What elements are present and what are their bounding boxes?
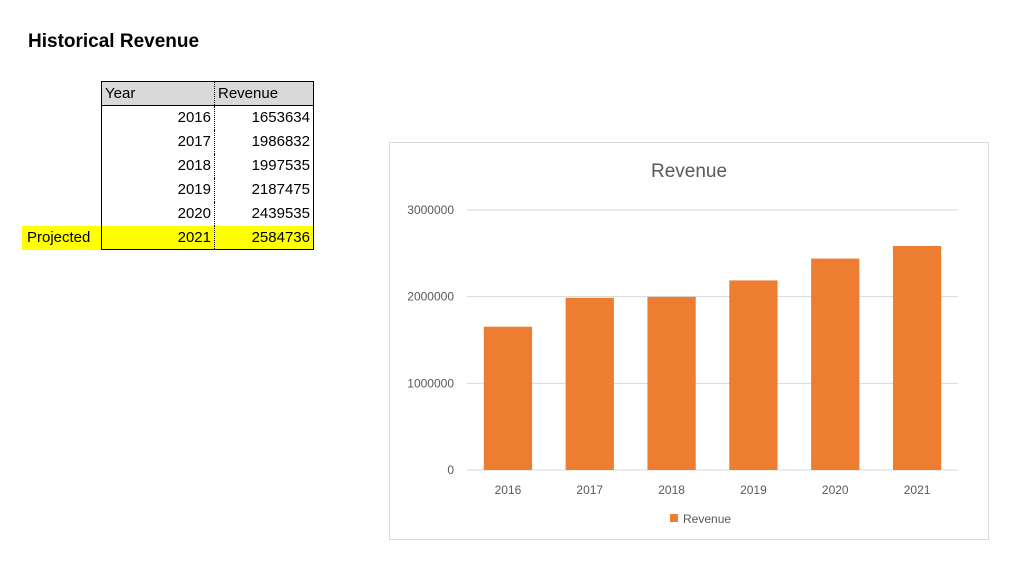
legend-label: Revenue bbox=[683, 512, 731, 526]
table-row: 2018 1997535 bbox=[101, 153, 314, 178]
legend: Revenue bbox=[670, 512, 731, 526]
cell-revenue[interactable]: 2439535 bbox=[251, 205, 310, 222]
bar-2016[interactable] bbox=[483, 326, 533, 470]
table-header-row: Year Revenue bbox=[101, 81, 314, 106]
bar-series bbox=[483, 245, 942, 470]
page-title: Historical Revenue bbox=[28, 31, 200, 52]
revenue-chart[interactable]: Revenue 0 1000000 2000000 3000000 2016 2017 2… bbox=[389, 142, 989, 540]
y-tick-label: 3000000 bbox=[407, 203, 454, 217]
cell-year[interactable]: 2018 bbox=[101, 153, 215, 178]
x-tick-label: 2021 bbox=[904, 483, 931, 497]
chart-title: Revenue bbox=[651, 161, 727, 182]
cell-revenue[interactable]: 1653634 bbox=[251, 109, 310, 127]
table-row: 2016 1653634 bbox=[101, 105, 314, 130]
y-tick-label: 1000000 bbox=[407, 376, 454, 390]
header-revenue[interactable]: Revenue bbox=[214, 81, 314, 106]
cell-revenue[interactable]: 1997535 bbox=[251, 157, 310, 174]
table-row-projected: 2021 2584736 bbox=[101, 225, 314, 250]
table-row: 2020 2439535 bbox=[101, 201, 314, 226]
x-tick-label: 2020 bbox=[822, 483, 849, 497]
x-tick-label: 2019 bbox=[740, 483, 767, 497]
cell-revenue[interactable]: 2187475 bbox=[251, 181, 310, 198]
revenue-table: Year Revenue 2016 1653634 2017 1986832 2… bbox=[101, 81, 314, 250]
cell-year[interactable]: 2017 bbox=[101, 129, 215, 154]
y-tick-label: 2000000 bbox=[407, 290, 454, 304]
table-row: 2017 1986832 bbox=[101, 129, 314, 154]
bar-2018[interactable] bbox=[647, 296, 696, 470]
x-tick-label: 2016 bbox=[495, 483, 522, 497]
x-tick-label: 2017 bbox=[576, 483, 603, 497]
x-tick-label: 2018 bbox=[658, 483, 685, 497]
y-tick-label: 0 bbox=[447, 463, 454, 477]
cell-revenue[interactable]: 1986832 bbox=[251, 133, 310, 150]
bar-2020[interactable] bbox=[811, 258, 860, 470]
cell-year[interactable]: 2016 bbox=[101, 105, 215, 130]
cell-year[interactable]: 2019 bbox=[101, 177, 215, 202]
bar-2017[interactable] bbox=[565, 297, 614, 470]
projected-label: Projected bbox=[22, 226, 101, 250]
gridlines bbox=[467, 209, 958, 471]
y-axis: 0 1000000 2000000 3000000 bbox=[407, 203, 454, 477]
bar-2021[interactable] bbox=[892, 245, 942, 470]
table-row: 2019 2187475 bbox=[101, 177, 314, 202]
x-axis: 2016 2017 2018 2019 2020 2021 bbox=[495, 483, 931, 497]
bar-2019[interactable] bbox=[729, 280, 778, 470]
cell-year[interactable]: 2020 bbox=[101, 201, 215, 226]
legend-swatch bbox=[670, 514, 678, 522]
cell-revenue[interactable]: 2584736 bbox=[214, 225, 314, 250]
header-year[interactable]: Year bbox=[101, 81, 215, 106]
cell-year[interactable]: 2021 bbox=[101, 225, 215, 250]
